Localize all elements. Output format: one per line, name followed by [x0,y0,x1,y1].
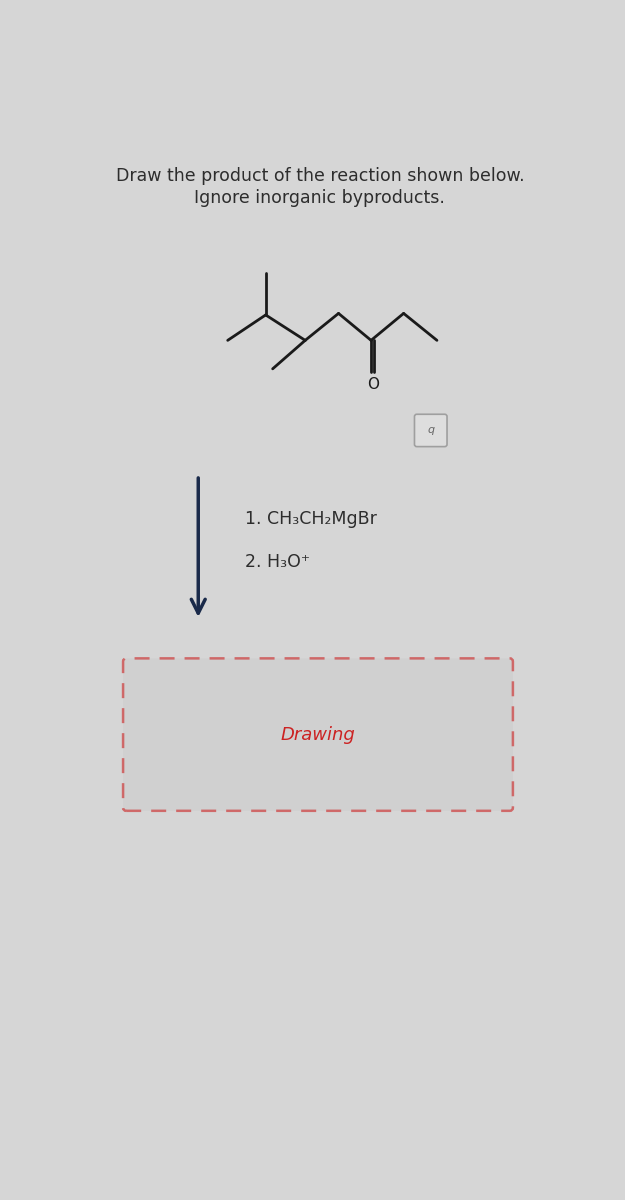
FancyBboxPatch shape [414,414,447,446]
FancyBboxPatch shape [123,659,513,811]
Text: Draw the product of the reaction shown below.: Draw the product of the reaction shown b… [116,167,524,185]
Text: Ignore inorganic byproducts.: Ignore inorganic byproducts. [194,188,446,206]
Text: q: q [428,426,434,436]
Text: 2. H₃O⁺: 2. H₃O⁺ [245,553,310,571]
Text: O: O [367,377,379,391]
Text: Drawing: Drawing [281,726,356,744]
Text: 1. CH₃CH₂MgBr: 1. CH₃CH₂MgBr [245,510,377,528]
